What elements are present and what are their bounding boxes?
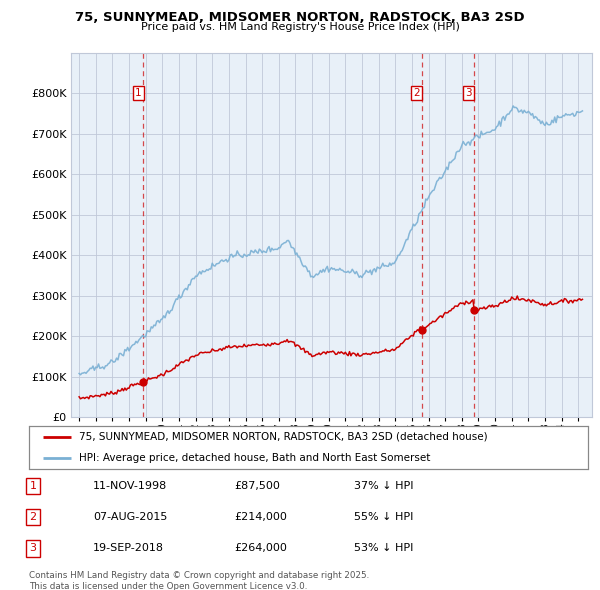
Text: 2: 2 [29,512,37,522]
Text: 1: 1 [135,88,142,98]
Text: Price paid vs. HM Land Registry's House Price Index (HPI): Price paid vs. HM Land Registry's House … [140,22,460,32]
Text: 75, SUNNYMEAD, MIDSOMER NORTON, RADSTOCK, BA3 2SD (detached house): 75, SUNNYMEAD, MIDSOMER NORTON, RADSTOCK… [79,432,488,442]
Text: 53% ↓ HPI: 53% ↓ HPI [354,543,413,553]
Text: Contains HM Land Registry data © Crown copyright and database right 2025.
This d: Contains HM Land Registry data © Crown c… [29,571,369,590]
Text: 37% ↓ HPI: 37% ↓ HPI [354,481,413,491]
Text: HPI: Average price, detached house, Bath and North East Somerset: HPI: Average price, detached house, Bath… [79,453,431,463]
Text: 3: 3 [466,88,472,98]
Text: £214,000: £214,000 [234,512,287,522]
Text: 07-AUG-2015: 07-AUG-2015 [93,512,167,522]
Text: 2: 2 [413,88,420,98]
Text: £87,500: £87,500 [234,481,280,491]
Text: 11-NOV-1998: 11-NOV-1998 [93,481,167,491]
Text: £264,000: £264,000 [234,543,287,553]
Text: 19-SEP-2018: 19-SEP-2018 [93,543,164,553]
Text: 55% ↓ HPI: 55% ↓ HPI [354,512,413,522]
Text: 1: 1 [29,481,37,491]
Text: 3: 3 [29,543,37,553]
Text: 75, SUNNYMEAD, MIDSOMER NORTON, RADSTOCK, BA3 2SD: 75, SUNNYMEAD, MIDSOMER NORTON, RADSTOCK… [75,11,525,24]
